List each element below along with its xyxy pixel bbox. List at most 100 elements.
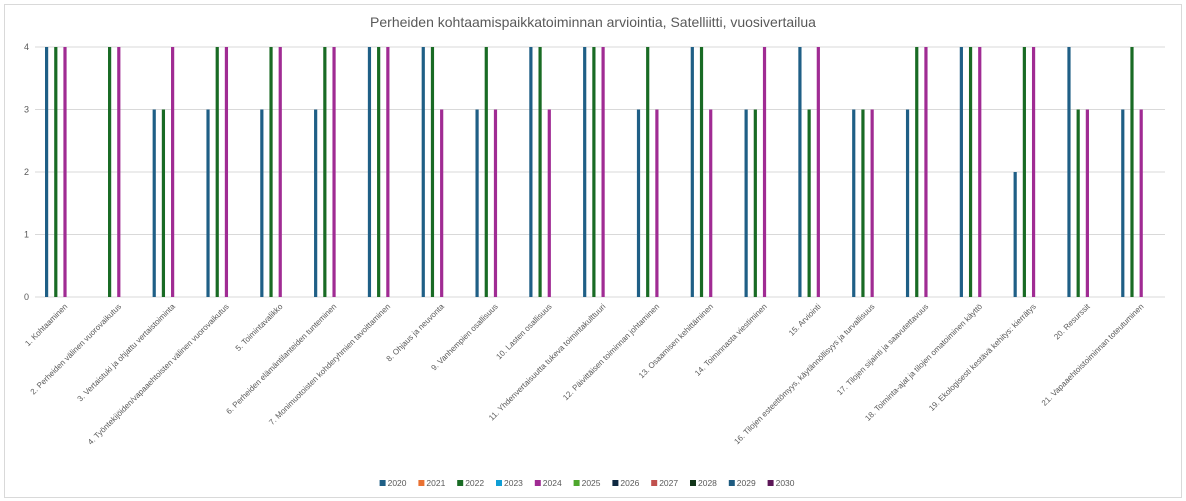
legend-swatch bbox=[534, 480, 541, 486]
y-tick-label: 0 bbox=[24, 292, 29, 302]
legend-label: 2024 bbox=[543, 478, 562, 488]
bar bbox=[924, 47, 928, 297]
legend-label: 2025 bbox=[582, 478, 601, 488]
legend-label: 2027 bbox=[659, 478, 678, 488]
legend-swatch bbox=[767, 480, 774, 486]
legend: 2020 2021 2022 2023 2024 2025 2026 2027 2028 2029… bbox=[379, 478, 795, 488]
bar bbox=[117, 47, 121, 297]
bar bbox=[475, 109, 479, 297]
bar bbox=[108, 47, 112, 297]
bar bbox=[636, 109, 641, 297]
bar bbox=[959, 47, 963, 297]
bar bbox=[1121, 109, 1125, 297]
legend-swatch bbox=[573, 480, 580, 486]
bar bbox=[655, 109, 659, 297]
bar bbox=[592, 47, 596, 297]
chart-title: Perheiden kohtaamispaikkatoiminnan arvio… bbox=[370, 14, 816, 30]
x-tick-label: 5. Toimintavalikko bbox=[234, 302, 285, 353]
bar bbox=[762, 47, 767, 297]
bar bbox=[852, 109, 856, 297]
legend-swatch bbox=[418, 480, 425, 486]
bar bbox=[816, 47, 820, 297]
y-tick-label: 3 bbox=[24, 105, 29, 115]
x-tick-label: 2. Perheiden välinen vuorovaikutus bbox=[29, 302, 123, 396]
legend-label: 2023 bbox=[504, 478, 523, 488]
bar bbox=[161, 109, 166, 297]
bar bbox=[646, 47, 650, 297]
bar bbox=[45, 47, 49, 297]
bar bbox=[377, 47, 381, 297]
bar bbox=[484, 47, 488, 297]
bar bbox=[54, 47, 58, 297]
bar bbox=[1013, 172, 1017, 297]
legend-label: 2028 bbox=[698, 478, 717, 488]
legend-label: 2029 bbox=[737, 478, 756, 488]
bar bbox=[905, 109, 910, 297]
bar bbox=[915, 47, 919, 297]
bar bbox=[1031, 47, 1036, 297]
bar bbox=[798, 47, 802, 297]
chart-svg: Perheiden kohtaamispaikkatoiminnan arvio… bbox=[23, 14, 1165, 488]
legend-swatch bbox=[612, 480, 619, 486]
x-tick-label: 12. Päivittäisen toiminnan johtaminen bbox=[561, 302, 661, 402]
bar bbox=[171, 47, 175, 297]
bar bbox=[278, 47, 282, 297]
x-tick-label: 11. Yhdenvertaisuutta tukeva toimintakul… bbox=[487, 302, 607, 422]
bars bbox=[45, 47, 1143, 297]
x-tick-label: 7. Monimuotoisten kohderyhmien tavoittam… bbox=[267, 302, 392, 427]
bar bbox=[690, 47, 694, 297]
bar bbox=[968, 47, 973, 297]
bar bbox=[421, 47, 425, 297]
x-tick-label: 3. Vertaistuki ja ohjattu vertaistoimint… bbox=[76, 302, 178, 404]
bar bbox=[601, 47, 605, 297]
bar bbox=[314, 109, 318, 297]
bar bbox=[152, 109, 156, 297]
bar bbox=[1085, 109, 1089, 297]
y-axis-ticks: 0 1 2 3 4 bbox=[24, 42, 29, 302]
bar bbox=[583, 47, 587, 297]
x-tick-label: 20. Resurssit bbox=[1052, 302, 1092, 342]
chart-frame: Perheiden kohtaamispaikkatoiminnan arvio… bbox=[4, 4, 1182, 498]
x-tick-label: 6. Perheiden elämäntilanteiden tuntemine… bbox=[224, 302, 338, 416]
legend-swatch bbox=[690, 480, 696, 486]
bar bbox=[1022, 47, 1026, 297]
x-tick-label: 19. Ekologisesti kestävä kehitys: kierrä… bbox=[927, 302, 1038, 413]
bar bbox=[269, 47, 273, 297]
bar bbox=[978, 47, 982, 297]
bar bbox=[1139, 109, 1143, 297]
bar bbox=[63, 47, 67, 297]
bar bbox=[699, 47, 704, 297]
legend-swatch bbox=[651, 480, 658, 486]
bar bbox=[529, 47, 533, 297]
bar bbox=[332, 47, 336, 297]
y-tick-label: 4 bbox=[24, 42, 29, 52]
x-tick-label: 1. Kohtaaminen bbox=[23, 302, 69, 348]
bar bbox=[493, 109, 498, 297]
legend-swatch bbox=[379, 480, 386, 486]
x-tick-label: 10. Lasten osallisuus bbox=[494, 302, 553, 361]
bar bbox=[224, 47, 229, 297]
bar bbox=[260, 109, 264, 297]
bar bbox=[870, 109, 874, 297]
x-tick-label: 17. Tilojen sijainti ja saavutettavuus bbox=[835, 302, 930, 397]
x-tick-label: 21. Vapaaehtoistoiminnan toteutuminen bbox=[1040, 302, 1146, 408]
bar bbox=[753, 109, 757, 297]
legend-label: 2030 bbox=[776, 478, 795, 488]
bar bbox=[1076, 109, 1080, 297]
bar bbox=[206, 109, 210, 297]
bar bbox=[367, 47, 372, 297]
x-tick-label: 8. Ohjaus ja neuvonta bbox=[385, 302, 447, 364]
legend-label: 2021 bbox=[426, 478, 445, 488]
bar bbox=[215, 47, 219, 297]
legend-label: 2026 bbox=[620, 478, 639, 488]
y-tick-label: 1 bbox=[24, 230, 29, 240]
legend-swatch bbox=[457, 480, 464, 486]
bar bbox=[861, 109, 865, 297]
legend-label: 2020 bbox=[388, 478, 407, 488]
bar bbox=[386, 47, 390, 297]
gridlines bbox=[35, 46, 1165, 298]
legend-label: 2022 bbox=[465, 478, 484, 488]
bar bbox=[538, 47, 542, 297]
bar bbox=[744, 109, 748, 297]
